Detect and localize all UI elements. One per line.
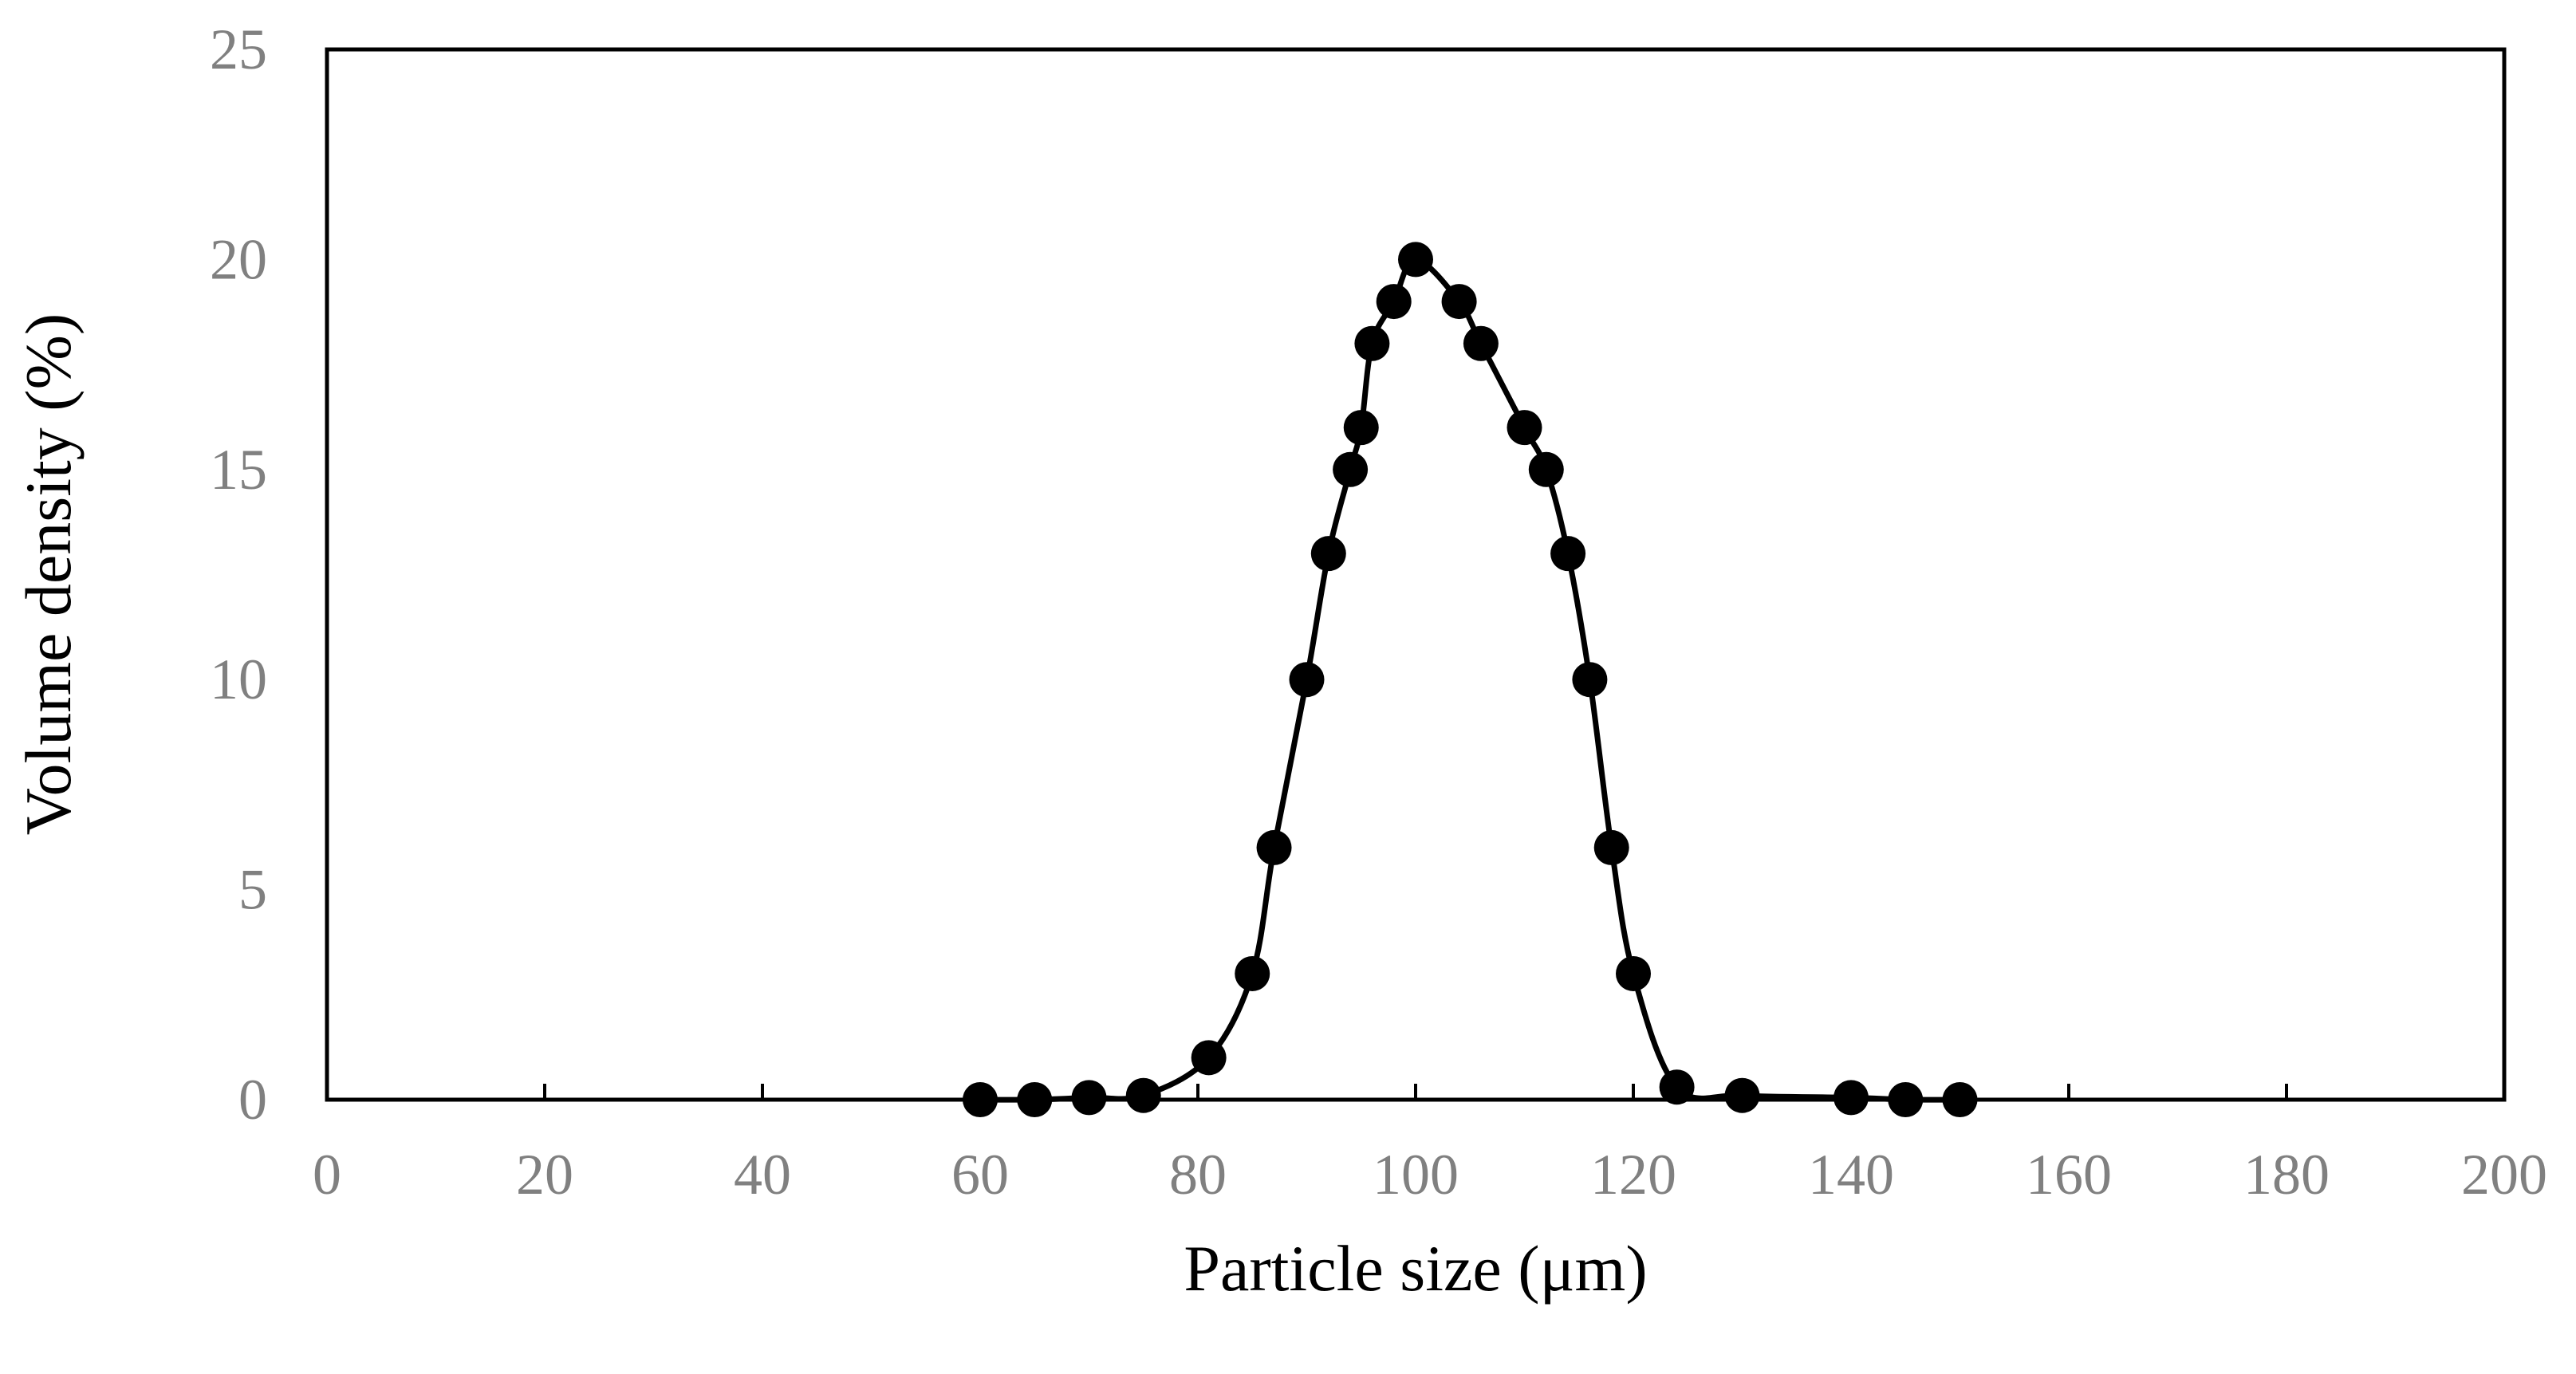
x-tick-label: 60 bbox=[951, 1143, 1009, 1207]
data-point bbox=[1289, 662, 1325, 698]
data-point bbox=[1125, 1077, 1161, 1113]
x-axis-ticks: 0 20 40 60 80 100 120 140 160 180 200 bbox=[313, 1084, 2547, 1207]
y-axis-ticks: 0 5 10 15 20 25 bbox=[210, 18, 267, 1132]
data-point bbox=[1310, 536, 1346, 572]
data-point bbox=[1398, 242, 1433, 278]
series-line bbox=[979, 256, 1960, 1103]
data-point bbox=[1376, 284, 1412, 320]
data-point bbox=[1071, 1080, 1107, 1116]
data-point bbox=[1550, 536, 1586, 572]
x-tick-label: 180 bbox=[2243, 1143, 2330, 1207]
data-point bbox=[1343, 410, 1379, 446]
data-point bbox=[1463, 325, 1499, 361]
data-point bbox=[1572, 662, 1608, 698]
plot-frame bbox=[325, 47, 2507, 1102]
y-tick-label: 15 bbox=[210, 438, 267, 502]
x-tick-label: 160 bbox=[2026, 1143, 2112, 1207]
data-point bbox=[1834, 1080, 1869, 1116]
x-tick-label: 0 bbox=[313, 1143, 341, 1207]
data-point bbox=[1942, 1082, 1978, 1117]
x-tick-label: 100 bbox=[1373, 1143, 1459, 1207]
y-tick-label: 5 bbox=[238, 858, 267, 922]
y-tick-label: 10 bbox=[210, 648, 267, 711]
data-point bbox=[1441, 284, 1477, 320]
x-axis-title: Particle size (μm) bbox=[1184, 1232, 1647, 1305]
data-point bbox=[1593, 829, 1629, 865]
x-tick-label: 120 bbox=[1590, 1143, 1676, 1207]
data-point bbox=[1256, 829, 1292, 865]
data-point bbox=[1507, 410, 1542, 446]
data-point bbox=[1235, 955, 1270, 991]
y-tick-label: 25 bbox=[210, 18, 267, 81]
x-tick-label: 140 bbox=[1808, 1143, 1894, 1207]
data-point bbox=[1017, 1082, 1053, 1117]
y-tick-label: 0 bbox=[238, 1068, 267, 1132]
y-tick-label: 20 bbox=[210, 227, 267, 291]
data-point bbox=[1888, 1082, 1924, 1117]
data-point bbox=[1191, 1040, 1227, 1076]
y-axis-title: Volume density (%) bbox=[12, 313, 85, 835]
data-point bbox=[1333, 451, 1369, 487]
x-tick-label: 200 bbox=[2461, 1143, 2547, 1207]
x-tick-label: 80 bbox=[1169, 1143, 1227, 1207]
data-point bbox=[1659, 1069, 1695, 1105]
x-tick-label: 40 bbox=[734, 1143, 791, 1207]
data-point bbox=[1528, 451, 1564, 487]
data-point bbox=[963, 1082, 998, 1117]
data-point bbox=[1616, 955, 1651, 991]
data-point bbox=[1724, 1077, 1760, 1113]
data-point bbox=[1354, 325, 1390, 361]
x-tick-label: 20 bbox=[516, 1143, 573, 1207]
series-layer bbox=[963, 242, 1978, 1117]
